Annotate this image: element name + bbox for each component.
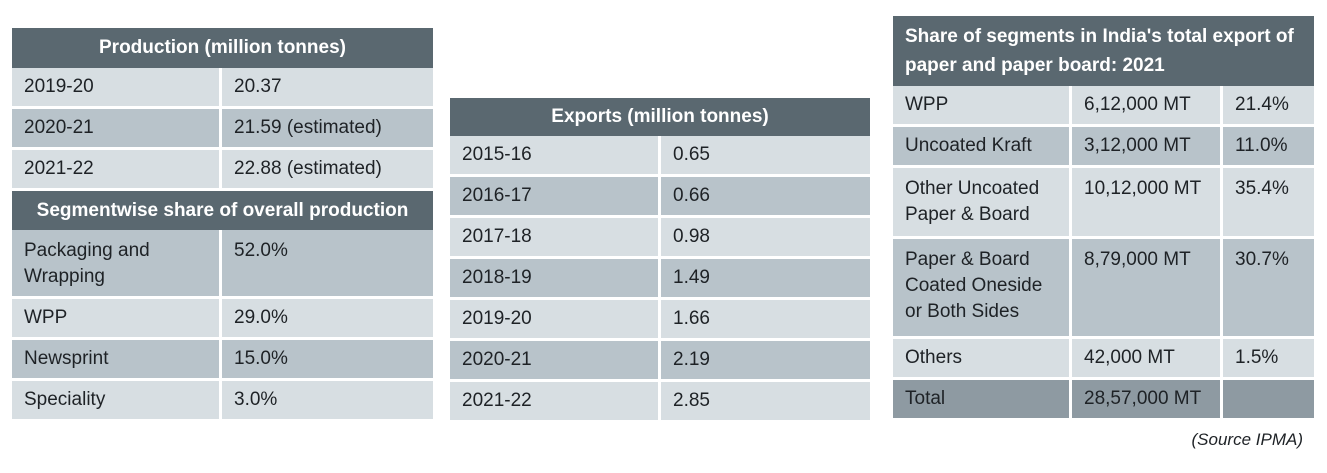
value-cell: 2.19	[661, 341, 870, 382]
value-cell: 2.85	[661, 382, 870, 423]
table-row: Total 28,57,000 MT	[893, 380, 1314, 421]
source-note: (Source IPMA)	[1191, 430, 1303, 449]
year-cell: 2018-19	[450, 259, 661, 300]
table-row: WPP 29.0%	[12, 299, 433, 340]
segment-cell: Other Uncoated Paper & Board	[893, 168, 1072, 239]
production-table: Production (million tonnes) 2019-20 20.3…	[12, 28, 433, 422]
quantity-cell: 6,12,000 MT	[1072, 86, 1223, 127]
table-row: 2015-16 0.65	[450, 136, 870, 177]
value-cell: 0.98	[661, 218, 870, 259]
table-row: Other Uncoated Paper & Board 10,12,000 M…	[893, 168, 1314, 239]
production-title: Production (million tonnes)	[12, 28, 433, 68]
table-row: 2019-20 1.66	[450, 300, 870, 341]
year-cell: 2016-17	[450, 177, 661, 218]
table-row: 2016-17 0.66	[450, 177, 870, 218]
segment-cell: Speciality	[12, 381, 222, 422]
share-cell: 52.0%	[222, 230, 433, 299]
share-cell: 29.0%	[222, 299, 433, 340]
share-cell: 21.4%	[1223, 86, 1314, 127]
table-row: 2020-21 21.59 (estimated)	[12, 109, 433, 150]
year-cell: 2021-22	[12, 150, 222, 191]
table-row: 2021-22 22.88 (estimated)	[12, 150, 433, 191]
total-share-cell	[1223, 380, 1314, 421]
share-cell: 35.4%	[1223, 168, 1314, 239]
share-title: Share of segments in India's total expor…	[893, 16, 1314, 86]
year-cell: 2020-21	[12, 109, 222, 150]
quantity-cell: 8,79,000 MT	[1072, 239, 1223, 339]
year-cell: 2019-20	[450, 300, 661, 341]
value-cell: 0.66	[661, 177, 870, 218]
share-cell: 15.0%	[222, 340, 433, 381]
table-row: 2017-18 0.98	[450, 218, 870, 259]
segment-cell: WPP	[893, 86, 1072, 127]
segment-cell: Others	[893, 339, 1072, 380]
share-cell: 1.5%	[1223, 339, 1314, 380]
value-cell: 1.49	[661, 259, 870, 300]
share-cell: 3.0%	[222, 381, 433, 422]
table-row: 2021-22 2.85	[450, 382, 870, 423]
quantity-cell: 3,12,000 MT	[1072, 127, 1223, 168]
table-row: Uncoated Kraft 3,12,000 MT 11.0%	[893, 127, 1314, 168]
segmentwise-title: Segmentwise share of overall production	[12, 191, 433, 230]
table-row: Others 42,000 MT 1.5%	[893, 339, 1314, 380]
quantity-cell: 10,12,000 MT	[1072, 168, 1223, 239]
year-cell: 2017-18	[450, 218, 661, 259]
exports-title: Exports (million tonnes)	[450, 98, 870, 136]
total-label-cell: Total	[893, 380, 1072, 421]
value-cell: 21.59 (estimated)	[222, 109, 433, 150]
quantity-cell: 42,000 MT	[1072, 339, 1223, 380]
value-cell: 0.65	[661, 136, 870, 177]
segment-cell: Packaging and Wrapping	[12, 230, 222, 299]
share-cell: 11.0%	[1223, 127, 1314, 168]
table-row: Packaging and Wrapping 52.0%	[12, 230, 433, 299]
share-cell: 30.7%	[1223, 239, 1314, 339]
table-row: 2019-20 20.37	[12, 68, 433, 109]
table-row: Speciality 3.0%	[12, 381, 433, 422]
share-table: Share of segments in India's total expor…	[893, 16, 1314, 421]
table-row: 2018-19 1.49	[450, 259, 870, 300]
total-quantity-cell: 28,57,000 MT	[1072, 380, 1223, 421]
table-row: WPP 6,12,000 MT 21.4%	[893, 86, 1314, 127]
exports-table: Exports (million tonnes) 2015-16 0.65 20…	[450, 98, 870, 423]
value-cell: 1.66	[661, 300, 870, 341]
table-row: Newsprint 15.0%	[12, 340, 433, 381]
table-row: 2020-21 2.19	[450, 341, 870, 382]
year-cell: 2021-22	[450, 382, 661, 423]
segment-cell: Newsprint	[12, 340, 222, 381]
year-cell: 2015-16	[450, 136, 661, 177]
year-cell: 2020-21	[450, 341, 661, 382]
value-cell: 22.88 (estimated)	[222, 150, 433, 191]
value-cell: 20.37	[222, 68, 433, 109]
segment-cell: WPP	[12, 299, 222, 340]
segment-cell: Paper & Board Coated Oneside or Both Sid…	[893, 239, 1072, 339]
segment-cell: Uncoated Kraft	[893, 127, 1072, 168]
table-row: Paper & Board Coated Oneside or Both Sid…	[893, 239, 1314, 339]
year-cell: 2019-20	[12, 68, 222, 109]
